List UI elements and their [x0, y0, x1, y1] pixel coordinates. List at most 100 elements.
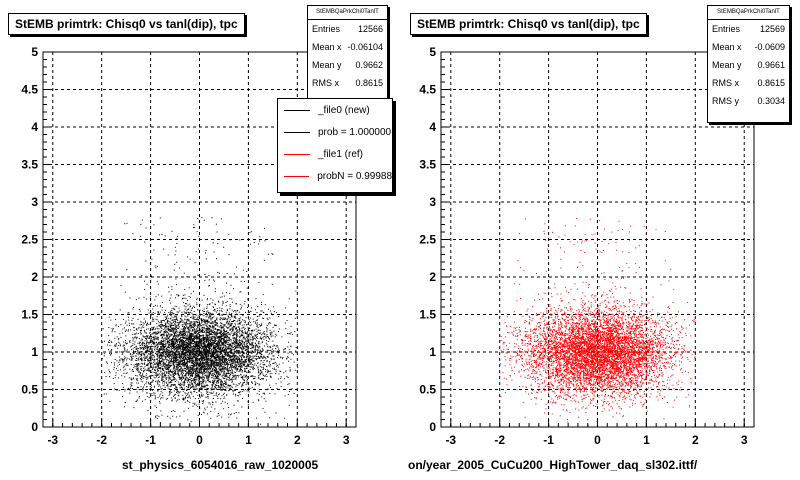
- data-point: [246, 375, 247, 377]
- data-point: [231, 316, 233, 318]
- data-point: [264, 356, 266, 358]
- data-point: [201, 299, 203, 301]
- data-point: [212, 337, 214, 339]
- data-point: [209, 315, 211, 317]
- data-point: [175, 325, 177, 327]
- data-point: [184, 359, 185, 361]
- data-point: [232, 372, 234, 374]
- data-point: [162, 359, 164, 361]
- data-point: [213, 279, 214, 281]
- data-point: [240, 367, 242, 369]
- data-point: [203, 352, 205, 354]
- data-point: [249, 343, 251, 345]
- data-point: [197, 274, 199, 276]
- data-point: [154, 342, 156, 344]
- data-point: [208, 388, 210, 390]
- data-point: [171, 354, 173, 356]
- data-point: [227, 387, 229, 389]
- data-point: [232, 334, 234, 336]
- data-point: [267, 357, 269, 358]
- data-point: [236, 340, 238, 342]
- data-point: [136, 360, 138, 361]
- data-point: [157, 360, 159, 362]
- data-point: [190, 309, 192, 311]
- data-point: [216, 388, 218, 390]
- data-point: [256, 331, 258, 333]
- data-point: [216, 319, 218, 321]
- data-point: [169, 325, 171, 327]
- data-point: [136, 375, 138, 377]
- data-point: [142, 400, 144, 402]
- data-point: [159, 364, 161, 366]
- data-point: [114, 364, 115, 366]
- data-point: [277, 331, 279, 333]
- data-point: [188, 385, 190, 387]
- data-point: [139, 366, 141, 368]
- data-point: [171, 358, 173, 360]
- data-point: [283, 349, 285, 351]
- data-point: [242, 319, 244, 321]
- data-point: [197, 388, 199, 390]
- data-point: [177, 363, 178, 365]
- data-point: [150, 407, 152, 409]
- data-point: [163, 376, 165, 378]
- data-point: [202, 346, 204, 348]
- data-point: [174, 356, 176, 358]
- data-point: [205, 312, 207, 314]
- data-point: [225, 389, 226, 391]
- data-point: [141, 219, 143, 221]
- data-point: [146, 392, 148, 393]
- data-point: [239, 345, 241, 346]
- data-point: [208, 354, 209, 356]
- data-point: [252, 369, 254, 370]
- data-point: [202, 375, 204, 377]
- data-point: [222, 344, 224, 346]
- data-point: [193, 226, 195, 228]
- data-point: [181, 311, 183, 313]
- data-point: [103, 353, 105, 355]
- data-point: [130, 377, 132, 379]
- data-point: [192, 384, 193, 386]
- data-point: [258, 371, 260, 373]
- data-point: [219, 364, 221, 365]
- data-point: [233, 326, 235, 328]
- data-point: [210, 338, 212, 340]
- data-point: [246, 377, 248, 379]
- data-point: [161, 414, 163, 416]
- data-point: [196, 321, 198, 323]
- data-point: [182, 349, 184, 351]
- data-point: [187, 419, 189, 421]
- data-point: [192, 324, 194, 326]
- data-point: [179, 267, 180, 269]
- data-point: [177, 346, 179, 348]
- data-point: [183, 358, 185, 360]
- data-point: [238, 357, 240, 359]
- data-point: [224, 319, 226, 320]
- data-point: [172, 353, 173, 355]
- data-point: [164, 341, 166, 343]
- data-point: [228, 317, 230, 319]
- data-point: [169, 360, 171, 362]
- data-point: [185, 357, 187, 359]
- data-point: [159, 384, 161, 386]
- data-point: [173, 375, 175, 376]
- data-point: [221, 349, 223, 351]
- data-point: [169, 297, 171, 299]
- data-point: [177, 365, 179, 367]
- data-point: [238, 350, 240, 351]
- data-point: [160, 346, 162, 348]
- data-point: [131, 359, 133, 361]
- data-point: [250, 317, 252, 319]
- data-point: [151, 338, 152, 340]
- data-point: [203, 308, 205, 310]
- data-point: [219, 387, 221, 389]
- data-point: [155, 347, 157, 349]
- data-point: [163, 355, 165, 357]
- data-point: [184, 288, 186, 290]
- data-point: [228, 416, 230, 418]
- data-point: [196, 338, 198, 340]
- data-point: [200, 389, 202, 391]
- data-point: [230, 346, 232, 348]
- data-point: [189, 258, 191, 260]
- data-point: [237, 356, 239, 358]
